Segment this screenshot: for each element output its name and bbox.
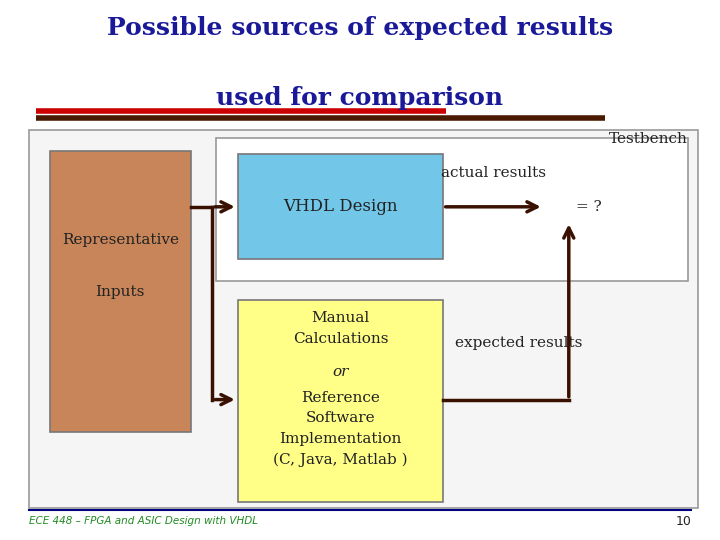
FancyBboxPatch shape — [238, 154, 443, 259]
Text: expected results: expected results — [455, 336, 582, 350]
Text: Testbench: Testbench — [608, 132, 688, 146]
FancyBboxPatch shape — [216, 138, 688, 281]
Text: used for comparison: used for comparison — [217, 86, 503, 110]
Text: (C, Java, Matlab ): (C, Java, Matlab ) — [274, 453, 408, 467]
Text: Calculations: Calculations — [293, 332, 388, 346]
Text: VHDL Design: VHDL Design — [283, 198, 398, 215]
Text: or: or — [333, 364, 348, 379]
Text: Implementation: Implementation — [279, 432, 402, 446]
FancyBboxPatch shape — [29, 130, 698, 508]
FancyBboxPatch shape — [238, 300, 443, 502]
Text: = ?: = ? — [576, 200, 602, 214]
Text: ECE 448 – FPGA and ASIC Design with VHDL: ECE 448 – FPGA and ASIC Design with VHDL — [29, 516, 258, 526]
Text: Inputs: Inputs — [96, 285, 145, 299]
Text: Reference: Reference — [301, 392, 380, 406]
Text: Software: Software — [306, 411, 375, 426]
FancyBboxPatch shape — [50, 151, 191, 432]
Text: 10: 10 — [675, 515, 691, 528]
Text: Possible sources of expected results: Possible sources of expected results — [107, 16, 613, 40]
Text: actual results: actual results — [441, 166, 546, 180]
Text: Manual: Manual — [312, 310, 369, 325]
Text: Representative: Representative — [62, 233, 179, 247]
